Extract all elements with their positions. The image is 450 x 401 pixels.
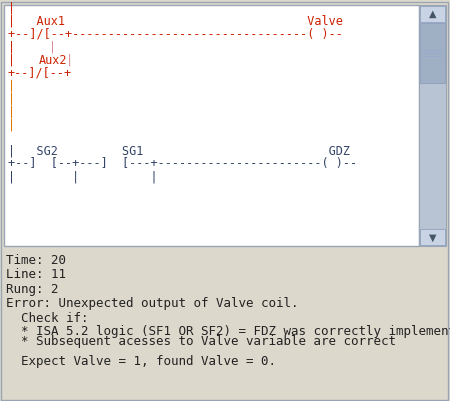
Text: |: | bbox=[8, 105, 15, 119]
Text: |: | bbox=[8, 41, 15, 53]
Bar bbox=[419, 5, 446, 246]
Text: |   SG2         SG1                          GDZ: | SG2 SG1 GDZ bbox=[8, 144, 350, 158]
Bar bbox=[420, 229, 445, 245]
Text: Rung: 2: Rung: 2 bbox=[6, 282, 59, 296]
Text: |: | bbox=[49, 41, 56, 53]
Text: |: | bbox=[8, 53, 15, 67]
Text: Check if:: Check if: bbox=[6, 312, 89, 326]
Bar bbox=[420, 23, 445, 83]
Text: |: | bbox=[59, 53, 73, 67]
Text: Line: 11: Line: 11 bbox=[6, 269, 66, 282]
Text: * Subsequent acesses to Valve variable are correct: * Subsequent acesses to Valve variable a… bbox=[6, 336, 396, 348]
Text: Error: Unexpected output of Valve coil.: Error: Unexpected output of Valve coil. bbox=[6, 298, 298, 310]
Text: |: | bbox=[8, 2, 15, 14]
Text: |: | bbox=[8, 79, 15, 93]
Bar bbox=[4, 5, 419, 246]
Text: ▼: ▼ bbox=[429, 233, 436, 243]
Text: +--]/[--+---------------------------------( )--: +--]/[--+-------------------------------… bbox=[8, 28, 343, 41]
Text: |: | bbox=[8, 119, 15, 132]
Text: Aux2: Aux2 bbox=[39, 53, 67, 67]
Text: |   Aux1                                  Valve: | Aux1 Valve bbox=[8, 14, 343, 28]
Text: ▲: ▲ bbox=[429, 8, 436, 18]
Text: |: | bbox=[8, 93, 15, 105]
Text: * ISA 5.2 logic (SF1 OR SF2) = FDZ was correctly implemented: * ISA 5.2 logic (SF1 OR SF2) = FDZ was c… bbox=[6, 324, 450, 338]
Text: +--]/[--+: +--]/[--+ bbox=[8, 67, 72, 79]
Text: Time: 20: Time: 20 bbox=[6, 255, 66, 267]
Text: |        |          |: | | | bbox=[8, 170, 157, 184]
Text: Expect Valve = 1, found Valve = 0.: Expect Valve = 1, found Valve = 0. bbox=[6, 354, 276, 367]
Bar bbox=[420, 6, 445, 22]
Text: +--]  [--+---]  [---+-----------------------( )--: +--] [--+---] [---+---------------------… bbox=[8, 158, 357, 170]
